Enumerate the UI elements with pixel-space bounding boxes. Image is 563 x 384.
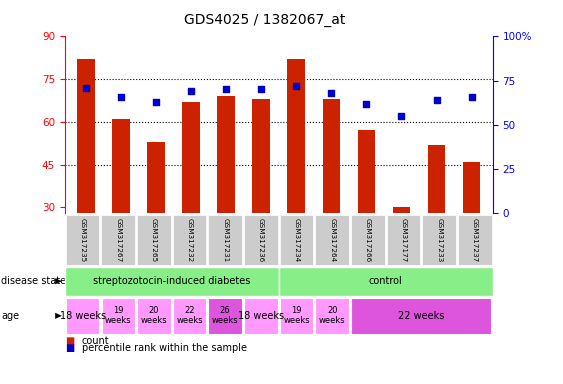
Text: 20
weeks: 20 weeks [319,306,346,325]
Text: control: control [369,276,403,286]
Text: count: count [82,336,109,346]
Text: GSM317265: GSM317265 [151,218,157,262]
Text: 26
weeks: 26 weeks [212,306,239,325]
Point [151,99,160,105]
Text: 18 weeks: 18 weeks [238,311,284,321]
Bar [217,96,235,213]
Bar [147,142,165,213]
Bar [112,119,129,213]
Text: ■: ■ [65,343,74,353]
Bar [182,102,200,213]
Text: 19
weeks: 19 weeks [283,306,310,325]
Bar [323,99,340,213]
Point [292,83,301,89]
Text: 19
weeks: 19 weeks [105,306,132,325]
Point [397,113,406,119]
Point [362,101,371,107]
Bar [77,59,95,213]
Text: GSM317266: GSM317266 [365,218,371,262]
Text: GDS4025 / 1382067_at: GDS4025 / 1382067_at [184,13,345,27]
Bar [463,162,480,213]
Point [257,86,266,93]
Text: GSM317232: GSM317232 [186,218,193,262]
Point [222,86,231,93]
Text: 22 weeks: 22 weeks [398,311,445,321]
Text: GSM317233: GSM317233 [436,218,442,262]
Bar [358,131,375,213]
Text: 18 weeks: 18 weeks [60,311,106,321]
Text: GSM317237: GSM317237 [472,218,478,262]
Text: age: age [1,311,19,321]
Text: GSM317236: GSM317236 [258,218,264,262]
Text: disease state: disease state [1,276,66,286]
Text: GSM317231: GSM317231 [222,218,228,262]
Text: GSM317264: GSM317264 [329,218,335,262]
Text: GSM317234: GSM317234 [293,218,300,262]
Point [186,88,195,94]
Text: GSM317177: GSM317177 [400,218,406,262]
Point [432,97,441,103]
Bar [428,145,445,213]
Text: 20
weeks: 20 weeks [141,306,167,325]
Text: streptozotocin-induced diabetes: streptozotocin-induced diabetes [93,276,251,286]
Text: percentile rank within the sample: percentile rank within the sample [82,343,247,353]
Bar [252,99,270,213]
Bar [392,207,410,213]
Text: 22
weeks: 22 weeks [176,306,203,325]
Point [327,90,336,96]
Point [117,93,126,99]
Point [81,84,90,91]
Text: GSM317235: GSM317235 [79,218,86,262]
Text: GSM317267: GSM317267 [115,218,121,262]
Bar [288,59,305,213]
Text: ■: ■ [65,336,74,346]
Point [467,93,476,99]
